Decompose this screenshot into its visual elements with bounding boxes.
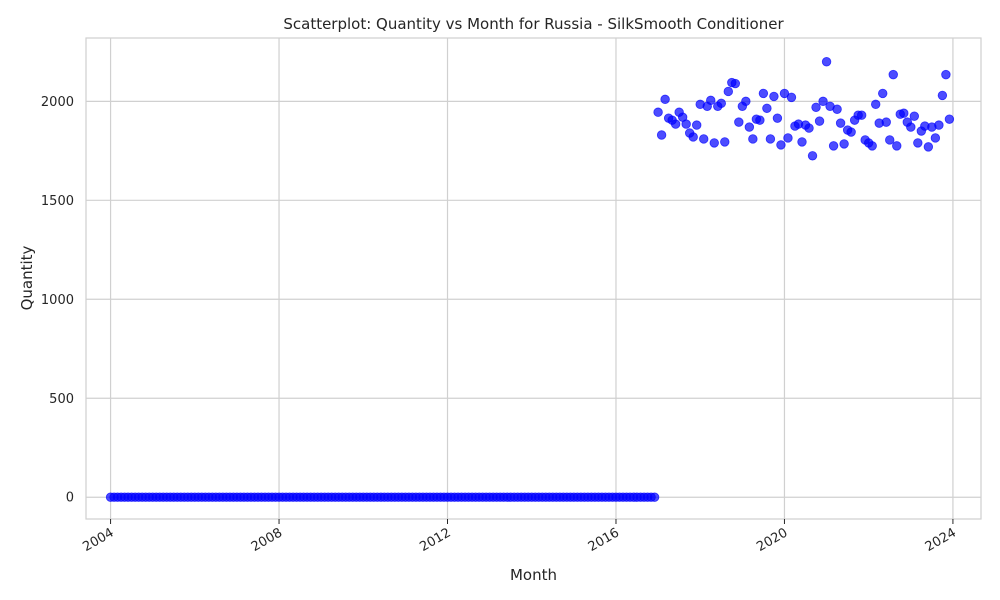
data-point (772, 113, 783, 123)
data-point (899, 108, 909, 118)
y-axis-label: Quantity (18, 245, 36, 310)
data-point (878, 88, 888, 99)
data-point (786, 92, 797, 103)
data-point (867, 141, 877, 151)
data-point (741, 96, 751, 107)
data-point (779, 88, 790, 99)
data-point (832, 104, 842, 114)
data-point (688, 132, 698, 142)
data-point (871, 99, 881, 110)
data-point (734, 117, 744, 127)
data-point (807, 151, 818, 161)
data-point (814, 116, 825, 126)
x-tick-label: 2016 (586, 525, 622, 555)
data-point (758, 88, 769, 99)
data-points (105, 57, 955, 502)
x-tick-label: 2012 (417, 525, 453, 555)
data-point (930, 133, 941, 143)
data-point (923, 142, 934, 152)
data-point (699, 134, 709, 144)
data-point (835, 118, 846, 128)
x-tick-label: 2024 (923, 525, 959, 555)
data-point (765, 134, 776, 144)
data-point (723, 86, 733, 97)
data-point (762, 103, 772, 113)
data-point (797, 137, 807, 147)
data-point (881, 117, 891, 127)
data-point (818, 96, 828, 107)
data-point (656, 130, 667, 140)
data-point (811, 102, 821, 112)
data-point (906, 122, 916, 132)
data-point (783, 133, 793, 143)
data-point (846, 127, 856, 137)
data-point (692, 120, 702, 130)
data-point (856, 110, 867, 120)
data-point (755, 115, 765, 125)
data-point (716, 98, 726, 109)
data-point (892, 141, 902, 151)
data-point (744, 122, 755, 132)
data-point (649, 492, 660, 502)
data-point (909, 111, 920, 121)
axis-ticks: 2004 2008 2012 2016 2020 2024 0 500 1000 1500 2000 (41, 95, 959, 555)
data-point (660, 94, 670, 105)
plot-area-frame (85, 37, 982, 520)
y-tick-label: 1000 (41, 293, 74, 308)
x-tick-label: 2004 (80, 525, 116, 555)
data-point (839, 139, 849, 149)
x-axis-label: Month (510, 566, 557, 584)
data-point (828, 141, 839, 151)
data-point (888, 69, 898, 80)
y-tick-label: 1500 (41, 194, 74, 209)
data-point (653, 107, 663, 117)
x-tick-label: 2008 (249, 525, 285, 555)
data-point (748, 134, 758, 144)
data-point (769, 91, 779, 102)
data-point (730, 78, 741, 89)
y-tick-label: 2000 (41, 95, 74, 110)
data-point (709, 138, 719, 148)
data-point (670, 119, 681, 129)
data-point (885, 135, 895, 145)
data-point (944, 114, 955, 124)
y-tick-label: 0 (66, 491, 74, 506)
data-point (913, 138, 923, 148)
x-tick-label: 2020 (754, 525, 790, 555)
data-point (821, 57, 832, 67)
grid (86, 38, 981, 519)
data-point (720, 137, 730, 147)
data-point (937, 90, 948, 101)
data-point (804, 123, 814, 133)
data-point (681, 119, 691, 129)
data-point (706, 95, 716, 106)
data-point (941, 69, 951, 80)
data-point (934, 120, 944, 130)
data-point (776, 140, 786, 150)
chart-title: Scatterplot: Quantity vs Month for Russi… (283, 15, 784, 33)
y-tick-label: 500 (49, 392, 74, 407)
